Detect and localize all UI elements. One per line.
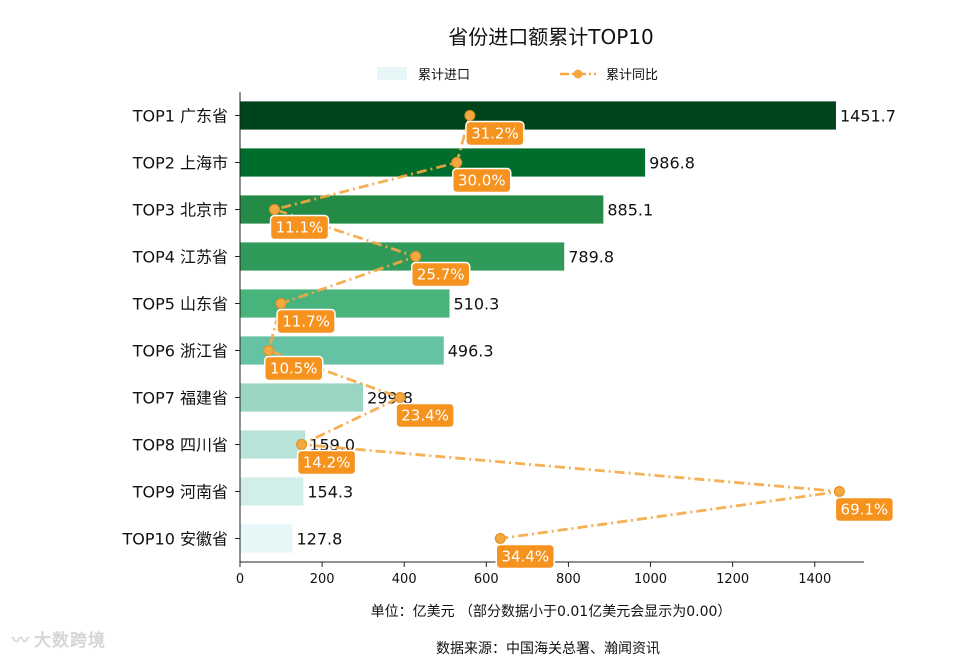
yoy-point-8 <box>296 439 308 450</box>
yoy-label-box <box>296 449 357 476</box>
bar-value-labels: 1451.7986.8885.1789.8510.3496.3299.8159.… <box>296 107 895 549</box>
yoy-label-box <box>495 543 556 570</box>
bar-value-label: 510.3 <box>453 295 499 314</box>
yoy-point-9 <box>833 486 845 497</box>
yoy-label: 69.1% <box>841 501 889 519</box>
yoy-label: 14.2% <box>303 454 351 472</box>
line-value-labels: 31.2% 30.0% 11.1% 25.7% 11.7% 10.5% 23.4% 14.2%… <box>263 120 895 570</box>
legend: 累计进口 累计同比 <box>377 67 658 83</box>
yoy-label: 10.5% <box>270 360 318 378</box>
bar-9 <box>240 477 304 506</box>
yoy-point-5 <box>275 298 287 309</box>
bar-5 <box>240 289 450 318</box>
category-label: TOP1 广东省 <box>132 107 228 126</box>
legend-bar-swatch <box>377 67 407 80</box>
yoy-label-box <box>410 261 471 288</box>
yoy-point-1 <box>464 110 476 121</box>
yoy-label: 11.7% <box>282 313 330 331</box>
yoy-label-box <box>263 355 324 382</box>
category-label: TOP7 福建省 <box>132 389 228 408</box>
category-label: TOP9 河南省 <box>132 483 228 502</box>
legend-line-marker <box>573 69 583 79</box>
bar-value-label: 885.1 <box>607 201 653 220</box>
yoy-label: 25.7% <box>417 266 465 284</box>
yoy-label-box <box>452 167 512 194</box>
bar-2 <box>240 148 646 177</box>
x-tick-label: 0 <box>236 572 244 587</box>
yoy-point-4 <box>410 251 422 262</box>
bar-value-label: 496.3 <box>448 342 494 361</box>
legend-bar-label: 累计进口 <box>418 68 470 83</box>
yoy-point-6 <box>263 345 275 356</box>
x-tick-label: 200 <box>310 572 335 587</box>
yoy-label: 30.0% <box>458 172 506 190</box>
x-axis-label: 单位：亿美元 （部分数据小于0.01亿美元会显示为0.00） <box>371 604 732 620</box>
bar-8 <box>240 430 306 459</box>
x-tick-label: 400 <box>392 572 417 587</box>
yoy-label: 31.2% <box>471 125 519 143</box>
bar-value-label: 789.8 <box>568 248 614 267</box>
chart-title: 省份进口额累计TOP10 <box>448 25 653 49</box>
yoy-label: 11.1% <box>276 219 324 237</box>
bar-value-label: 154.3 <box>307 483 353 502</box>
line-series <box>263 110 845 544</box>
x-tick-label: 1400 <box>798 572 831 587</box>
yoy-label: 23.4% <box>401 407 449 425</box>
x-tick-label: 600 <box>474 572 499 587</box>
category-labels: TOP1 广东省 TOP2 上海市 TOP3 北京市 TOP4 江苏省 TOP5 山东省… <box>122 107 228 549</box>
category-label: TOP4 江苏省 <box>132 248 228 267</box>
bars-group <box>240 101 836 553</box>
yoy-label-box <box>276 308 336 335</box>
source-note: 数据来源：中国海关总署、瀚闻资讯 <box>436 641 660 657</box>
wave-logo-icon: 〰 <box>12 631 30 651</box>
yoy-point-10 <box>494 533 506 544</box>
yoy-label: 34.4% <box>501 548 549 566</box>
yoy-line <box>267 115 840 540</box>
watermark: 〰大数跨境 <box>12 626 106 651</box>
bar-value-label: 127.8 <box>296 530 342 549</box>
yoy-label-box <box>465 120 525 147</box>
yoy-point-2 <box>451 157 463 168</box>
bar-1 <box>240 101 836 130</box>
legend-line-label: 累计同比 <box>606 68 658 83</box>
category-label: TOP8 四川省 <box>132 436 228 455</box>
yoy-point-7 <box>394 392 406 403</box>
bar-10 <box>240 524 293 553</box>
bar-4 <box>240 242 565 271</box>
yoy-label-box <box>834 496 895 523</box>
yoy-label-box <box>395 402 455 429</box>
x-tick-label: 800 <box>556 572 581 587</box>
bar-value-label: 1451.7 <box>840 107 896 126</box>
category-label: TOP6 浙江省 <box>132 342 228 361</box>
yoy-label-box <box>269 214 330 241</box>
bar-7 <box>240 383 364 412</box>
category-label: TOP5 山东省 <box>132 295 228 314</box>
yoy-point-3 <box>268 204 280 215</box>
bar-value-label: 986.8 <box>649 154 695 173</box>
category-label: TOP2 上海市 <box>132 154 228 173</box>
category-label: TOP3 北京市 <box>132 201 228 220</box>
category-label: TOP10 安徽省 <box>122 530 228 549</box>
watermark-text: 大数跨境 <box>34 631 106 651</box>
x-tick-label: 1000 <box>634 572 667 587</box>
x-tick-label: 1200 <box>716 572 749 587</box>
